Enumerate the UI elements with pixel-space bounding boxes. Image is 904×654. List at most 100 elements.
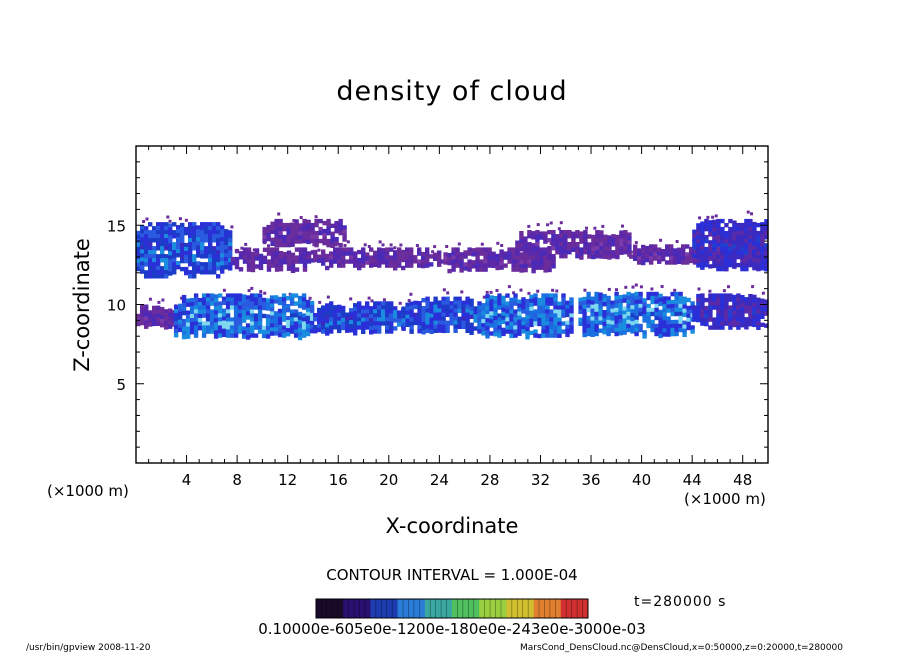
- heat-cell: [553, 325, 558, 330]
- heat-cell: [237, 321, 243, 326]
- heat-cell: [475, 255, 480, 260]
- heat-cell: [441, 300, 446, 306]
- heat-cell: [692, 241, 697, 246]
- heat-cell: [658, 321, 663, 327]
- heat-cell: [205, 309, 211, 314]
- heat-cell: [164, 238, 169, 243]
- heat-cell: [515, 263, 520, 268]
- heat-cell: [708, 297, 713, 302]
- footer-source: MarsCond_DensCloud.nc@DensCloud,x=0:5000…: [520, 643, 843, 653]
- heat-cell: [513, 325, 518, 330]
- heat-cell: [483, 259, 488, 264]
- heat-cell: [531, 243, 536, 248]
- heat-cell: [333, 247, 338, 252]
- heat-cell: [273, 319, 279, 324]
- heat-cell: [249, 293, 255, 298]
- heat-cell: [614, 319, 619, 325]
- heat-cell: [152, 234, 157, 239]
- heat-cell: [736, 238, 741, 244]
- heat-cell: [144, 312, 149, 317]
- heat-cell: [686, 309, 691, 315]
- heat-cell: [341, 321, 346, 327]
- heat-cell: [306, 219, 311, 225]
- heat-cell: [189, 322, 195, 327]
- heat-cell: [475, 247, 480, 252]
- heat-cell: [286, 254, 292, 259]
- heat-cell: [732, 240, 737, 245]
- heat-cell: [720, 266, 725, 272]
- heat-cell: [317, 319, 322, 325]
- heat-cell: [696, 317, 701, 323]
- heat-cell: [505, 309, 510, 314]
- heat-cell: [682, 320, 687, 325]
- heat-cell: [405, 247, 410, 252]
- heat-cell: [756, 266, 761, 272]
- heat-cell: [225, 293, 231, 298]
- heat-cell: [156, 309, 161, 314]
- heat-cell: [437, 262, 442, 267]
- heat-cell: [541, 321, 546, 326]
- heat-cell: [606, 327, 611, 333]
- heat-speckle: [659, 238, 663, 242]
- heat-cell: [511, 251, 516, 256]
- heat-cell: [654, 311, 659, 317]
- heat-cell: [213, 334, 219, 339]
- heat-cell: [708, 301, 713, 306]
- heat-cell: [543, 264, 548, 269]
- heat-cell: [144, 316, 149, 321]
- heat-cell: [662, 328, 667, 333]
- heat-cell: [281, 325, 287, 330]
- heat-cell: [535, 234, 540, 239]
- heat-cell: [309, 328, 315, 334]
- heat-cell: [756, 238, 761, 244]
- heat-cell: [397, 259, 402, 264]
- heat-cell: [551, 246, 556, 251]
- heat-cell: [301, 301, 307, 306]
- heat-cell: [168, 227, 173, 232]
- heat-cell: [507, 255, 512, 260]
- heat-speckle: [247, 289, 251, 293]
- heat-cell: [413, 320, 418, 326]
- heat-cell: [618, 331, 623, 336]
- heat-cell: [345, 320, 350, 325]
- heat-cell: [531, 251, 536, 256]
- heat-cell: [393, 266, 398, 271]
- heat-cell: [188, 242, 193, 247]
- heat-cell: [357, 309, 362, 314]
- heat-cell: [353, 307, 358, 312]
- heat-cell: [136, 321, 141, 327]
- heat-cell: [662, 300, 667, 305]
- heat-cell: [361, 247, 366, 252]
- heat-cell: [724, 223, 729, 228]
- heat-cell: [389, 263, 394, 268]
- heat-cell: [429, 262, 434, 267]
- heat-cell: [301, 297, 307, 302]
- x-axis-ticks: 4 8 12 16 20 24 28 32 36 40 44 48: [148, 146, 756, 489]
- heat-cell: [274, 255, 280, 260]
- heat-cell: [453, 300, 458, 305]
- heat-cell: [294, 255, 300, 260]
- heat-cell: [479, 267, 484, 272]
- heat-cell: [277, 296, 283, 302]
- heat-cell: [176, 225, 181, 230]
- heat-cell: [177, 303, 183, 309]
- heat-cell: [164, 226, 169, 231]
- footer-program: /usr/bin/gpview 2008-11-20: [26, 643, 151, 653]
- heat-cell: [329, 321, 334, 326]
- heat-cell: [674, 311, 679, 317]
- heat-cell: [200, 230, 205, 235]
- heat-cell: [353, 315, 358, 320]
- heat-cell: [338, 218, 343, 224]
- heat-cell: [325, 253, 330, 259]
- heat-cell: [630, 313, 635, 318]
- heat-cell: [682, 296, 687, 301]
- heat-cell: [704, 246, 709, 252]
- heat-cell: [184, 242, 189, 248]
- heat-cell: [156, 254, 161, 259]
- heat-cell: [302, 259, 308, 264]
- heat-cell: [654, 327, 659, 333]
- heat-cell: [669, 256, 674, 261]
- heat-cell: [716, 266, 721, 272]
- heat-cell: [748, 318, 753, 323]
- heat-cell: [626, 299, 631, 305]
